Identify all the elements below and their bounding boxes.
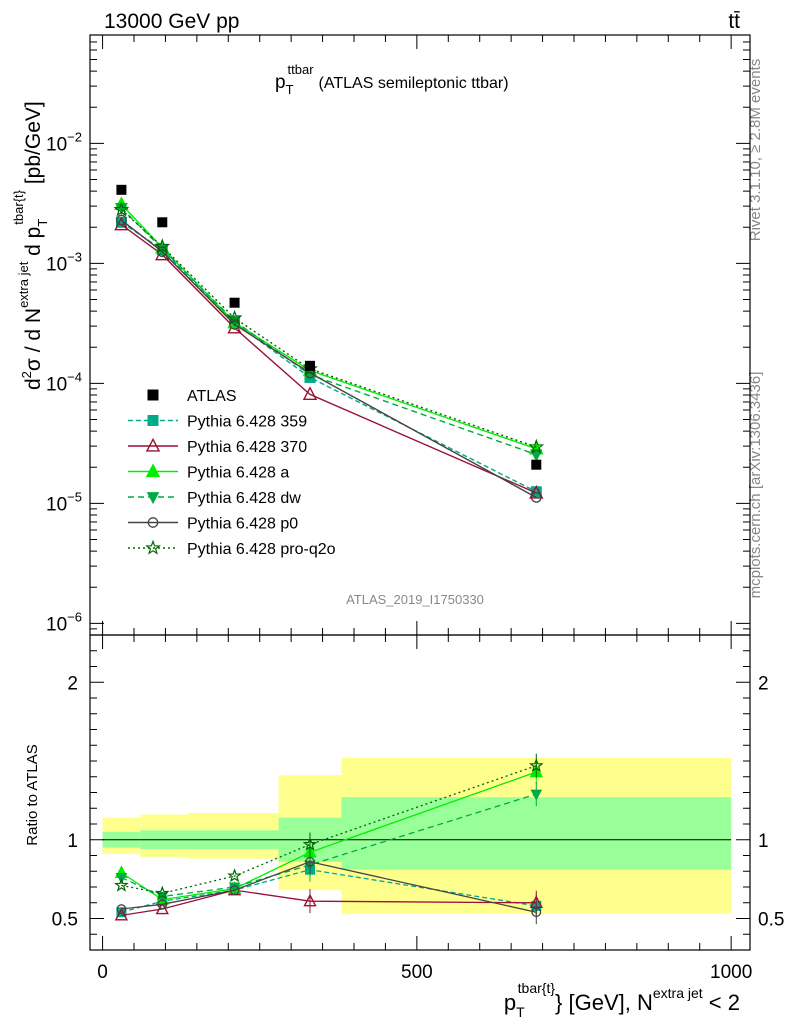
ratio-point-s5-1 [154,885,170,900]
ratio-line-series-3 [121,793,537,898]
main-point-s5-0 [113,201,130,217]
main-line-series-0 [121,221,537,493]
main-point-s1-3 [302,386,318,401]
svg-text:d2σ / d Nextra jet d pTtbar{: d2σ / d Nextra jet d pTtbar{t} [pb/GeV] [11,101,50,390]
main-ytick-label-3: 10−3 [46,249,82,275]
main-line-series-1 [120,224,537,494]
legend-marker-3 [145,463,161,478]
header-final-state: tt̄ [728,10,740,33]
header-process: 13000 GeV pp [104,10,239,33]
main-line-series-5 [120,209,537,448]
main-line-series-4 [120,219,537,499]
y-axis-title: d2σ / d Nextra jet d pTtbar{t} [pb/GeV] [11,101,50,390]
mcplots-reference-label: mcplots.cern.ch [arXiv:1306.3436] [747,372,764,599]
data-point-2 [229,297,240,308]
ratio-y-axis-title: Ratio to ATLAS [24,744,41,845]
ratio-point-s3-4 [530,789,543,801]
ratio-ytick-label-left-1: 1 [67,831,78,852]
main-point-s0-0 [115,216,127,228]
xtick-label-2: 1000 [710,962,752,983]
ratio-ytick-label-left-0: 0.5 [52,910,78,931]
ratio-point-s5-3 [302,836,318,851]
ratio-point-s1-3 [303,893,317,907]
ratio-ytick-label-left-2: 2 [67,673,78,694]
x-axis-title: pTtbar{t}} [GeV], Nextra jet < 2 [504,980,740,1020]
main-ytick-label-4: 10−2 [46,129,82,155]
main-point-s5-1 [154,238,171,254]
analysis-watermark: ATLAS_2019_I1750330 [346,592,484,607]
main-ytick-label-1: 10−5 [46,489,82,515]
ratio-point-s1-0 [114,907,129,921]
ratio-panel: 0.5 0.5 1 1 2 2 0 500 1000 [52,634,784,983]
legend-label-1: Pythia 6.428 359 [187,414,307,431]
ratio-point-s4-4 [531,907,542,918]
legend-marker-0 [147,389,159,401]
main-point-s4-4 [530,492,542,503]
ratio-band-inner-4 [341,797,732,870]
main-line-series-3 [120,207,537,456]
legend-marker-1 [147,415,159,426]
ratio-point-s3-2 [228,882,241,894]
ratio-point-s5-2 [227,868,243,883]
main-ytick-label-2: 10−4 [46,369,82,395]
xtick-label-0: 0 [97,962,108,983]
data-point-0 [116,184,127,195]
legend-marker-6 [145,539,161,555]
legend-marker-5 [147,517,159,528]
legend-label-4: Pythia 6.428 dw [187,490,301,507]
main-point-s1-4 [529,484,544,499]
plot-title: pTttbar (ATLAS semileptonic ttbar) [275,62,509,97]
main-point-s5-4 [528,438,545,454]
ratio-ytick-label-right-0: 0.5 [758,910,784,931]
legend-label-3: Pythia 6.428 a [187,465,289,482]
main-line-series-2 [120,203,537,450]
ratio-point-s4-2 [229,885,240,896]
ratio-point-s5-4 [528,757,544,773]
ratio-point-s0-0 [116,907,127,918]
main-panel: ATLAS Pythia 6.428 359 Pythia 6.428 370 Pyt… [46,34,751,950]
legend-label-5: Pythia 6.428 p0 [187,516,298,533]
plot-title-main: p [275,72,286,93]
data-point-4 [531,459,542,470]
plot-title-sub: T [286,82,294,97]
main-point-s0-4 [530,486,542,498]
data-point-3 [305,360,315,371]
ratio-point-s4-0 [116,904,127,914]
ratio-ytick-label-right-1: 1 [758,831,769,852]
main-ytick-label-0: 10−6 [46,609,82,635]
plot-title-rest: (ATLAS semileptonic ttbar) [319,75,509,92]
legend-marker-2 [145,437,161,452]
ratio-line-series-4 [121,861,537,913]
xtick-label-1: 500 [401,962,433,983]
ratio-point-s4-1 [157,899,168,910]
ratio-point-s5-0 [114,877,129,892]
legend-label-6: Pythia 6.428 pro-q2o [187,541,336,558]
main-point-s4-0 [116,214,127,226]
rivet-version-label: Rivet 3.1.10, ≥ 2.8M events [747,59,764,242]
plot-title-sup: ttbar [288,62,315,77]
svg-text:pTtbar{t}} [GeV], Nextra jet <: pTtbar{t}} [GeV], Nextra jet < 2 [504,980,740,1020]
data-point-1 [157,217,168,228]
ratio-line-series-5 [121,765,537,894]
ratio-ytick-label-right-2: 2 [758,673,769,694]
legend-marker-4 [146,492,160,505]
legend-label-2: Pythia 6.428 370 [187,439,307,456]
main-point-s5-2 [226,309,243,325]
legend-label-0: ATLAS [187,388,237,405]
ratio-point-s4-3 [305,856,315,867]
